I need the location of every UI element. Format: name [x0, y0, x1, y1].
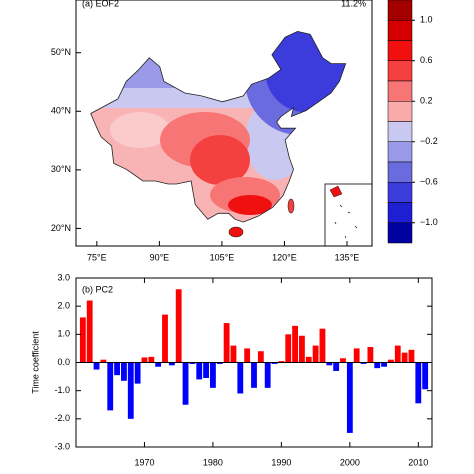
bar — [114, 362, 120, 376]
colorbar-swatch — [387, 40, 413, 61]
bar — [237, 362, 244, 394]
colorbar-swatch — [387, 121, 413, 142]
map-annotation: 11.2% — [341, 0, 366, 8]
bar — [326, 362, 333, 366]
x-tick-label: 1980 — [203, 457, 223, 467]
bar — [285, 334, 292, 363]
y-axis-label: Time coefficient — [30, 331, 40, 394]
colorbar-swatch — [387, 202, 413, 223]
y-tick-label: 0.0 — [57, 357, 70, 367]
bar — [333, 362, 340, 371]
bar — [107, 362, 114, 411]
colorbar-swatch — [387, 20, 413, 41]
x-tick-label: 135°E — [335, 252, 360, 262]
bar — [196, 362, 203, 380]
bar — [189, 362, 196, 364]
colorbar-swatch — [387, 0, 413, 21]
colorbar-tick-label: 1.0 — [420, 15, 433, 25]
y-tick-label: 50°N — [51, 47, 71, 57]
bar — [374, 362, 381, 369]
x-tick-label: 1990 — [271, 457, 291, 467]
colorbar-swatch — [387, 101, 413, 122]
bar — [141, 357, 148, 363]
colorbar-swatch — [387, 222, 413, 244]
bar — [216, 362, 223, 364]
bar — [127, 362, 134, 419]
y-tick-label: 3.0 — [57, 272, 70, 282]
x-tick-label: 105°E — [210, 252, 235, 262]
bar — [360, 362, 367, 364]
y-tick-label: -2.0 — [54, 413, 70, 423]
bar — [93, 362, 100, 370]
bar — [388, 359, 394, 363]
bar — [292, 325, 298, 363]
bar — [244, 348, 251, 363]
x-tick-label: 120°E — [272, 252, 297, 262]
colorbar-swatch — [387, 161, 413, 183]
map-frame — [75, 0, 373, 247]
bar — [305, 356, 312, 363]
bar — [381, 362, 387, 367]
bar — [367, 347, 374, 363]
bar — [148, 356, 155, 363]
chart-title: (b) PC2 — [82, 284, 113, 294]
bar — [415, 362, 422, 404]
x-tick-label: 2000 — [340, 457, 360, 467]
bar — [210, 362, 216, 388]
y-tick-label: 40°N — [51, 106, 71, 116]
bar — [319, 328, 326, 363]
map-title: (a) EOF2 — [82, 0, 119, 8]
y-tick-label: 2.0 — [57, 301, 70, 311]
map-field — [90, 30, 373, 247]
bar — [182, 362, 189, 405]
bar — [86, 300, 93, 363]
colorbar-swatch — [387, 60, 413, 82]
bar — [340, 358, 346, 363]
bar — [278, 361, 285, 363]
bar — [257, 351, 264, 363]
bar — [203, 362, 209, 378]
bar — [394, 345, 401, 363]
colorbar-swatch — [387, 141, 413, 163]
x-tick-label: 2010 — [408, 457, 428, 467]
y-tick-label: -1.0 — [54, 385, 70, 395]
x-tick-label: 75°E — [87, 252, 107, 262]
colorbar-tick-label: 0.6 — [420, 55, 433, 65]
bar — [271, 362, 278, 364]
bar — [155, 362, 162, 367]
colorbar-swatch — [387, 182, 413, 203]
bar — [264, 362, 271, 388]
bar — [121, 362, 127, 381]
bar — [408, 349, 415, 363]
bar — [79, 317, 86, 363]
bar — [353, 348, 360, 363]
bar — [230, 345, 237, 363]
y-tick-label: -3.0 — [54, 441, 70, 451]
y-tick-label: 20°N — [51, 223, 71, 233]
colorbar-swatch — [387, 80, 413, 102]
bar — [162, 314, 168, 363]
bar — [223, 323, 230, 363]
bar — [175, 289, 182, 363]
y-tick-label: 30°N — [51, 164, 71, 174]
bar — [251, 362, 257, 388]
bar — [299, 335, 305, 363]
bar — [100, 359, 107, 363]
colorbar-tick-label: 0.2 — [420, 96, 433, 106]
x-tick-label: 90°E — [150, 252, 170, 262]
bar — [401, 352, 408, 363]
bar — [168, 362, 175, 366]
bar — [134, 362, 141, 384]
y-tick-label: 1.0 — [57, 329, 70, 339]
bar — [346, 362, 353, 433]
colorbar-tick-label: −0.6 — [420, 177, 438, 187]
bar — [422, 362, 429, 390]
x-tick-label: 1970 — [134, 457, 154, 467]
colorbar-tick-label: −0.2 — [420, 136, 438, 146]
bar — [312, 345, 319, 363]
colorbar-tick-label: −1.0 — [420, 217, 438, 227]
